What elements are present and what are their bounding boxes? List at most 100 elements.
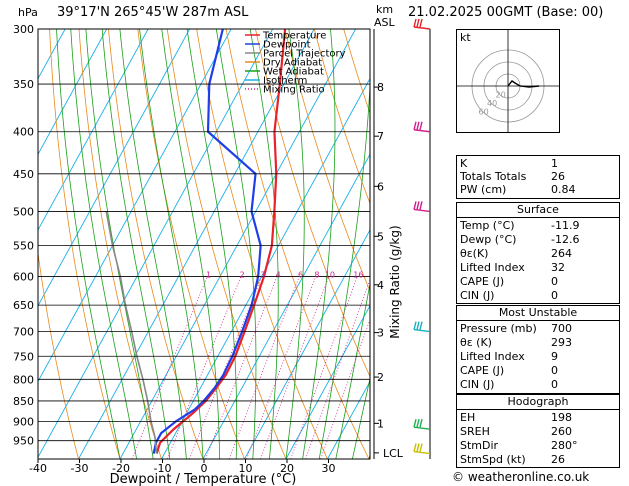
pressure-tick-label: 950 [13,435,34,448]
surface-row: Dewp (°C) -12.6 [460,233,580,246]
hodograph-table-row: StmDir 280° [460,439,578,452]
legend-entry: Dry Adiabat [263,58,322,69]
hodograph-table-box: Hodograph EH 198 SREH 260 StmDir 280° StmSp… [456,394,620,468]
km-tick-label: 6 [377,180,384,193]
wind-barb-500-flag [419,201,423,210]
x-tick-label: -10 [154,462,172,475]
wind-barb-700-flag [413,321,417,330]
wind-barb-surface [413,443,431,455]
wind-barb-920-shaft [413,426,431,430]
wind-barb-300-shaft [413,26,431,30]
isotherm-line [202,153,370,459]
x-tick-label: -30 [71,462,89,475]
surface-row: θε(K) 264 [460,247,572,260]
legend-entry: Isotherm [263,76,307,87]
most-unstable-row: CAPE (J) 0 [460,364,558,377]
wind-barb-500-flag [413,201,417,210]
most-unstable-row: Lifted Index 9 [460,350,558,363]
dry-adiabat-line [284,29,370,292]
wind-barb-surface-flag [416,443,420,452]
wind-barb-300 [413,18,431,30]
x-tick-label: 10 [239,462,253,475]
x-tick-label: -40 [29,462,47,475]
mixing-ratio-line [205,276,278,459]
pressure-tick-label: 750 [13,350,34,363]
km-tick-label: 2 [377,371,384,384]
wind-barb-700-flag [419,321,423,330]
hodograph-panel: kt 20 40 60 [456,29,560,133]
isotherm-line [38,29,274,459]
x-tick-label: 20 [280,462,294,475]
pressure-unit-label: hPa [18,6,38,19]
hodograph-ring-label: 20 [496,90,506,99]
wind-barb-500-flag [416,201,420,210]
wind-barb-surface-shaft [413,450,431,455]
hodograph-ring-label: 40 [487,99,497,108]
pressure-tick-label: 450 [13,168,34,181]
isotherm-line [285,304,370,459]
surface-title: Surface [457,203,619,218]
km-unit-label: km [376,3,394,16]
wind-barb-920-flag [416,419,420,428]
location-title: 39°17'N 265°45'W 287m ASL [57,5,249,20]
pressure-tick-label: 800 [13,373,34,386]
legend-entry: Mixing Ratio [263,85,325,96]
hodograph-table-row: StmSpd (kt) 26 [460,453,565,466]
wind-barb-400-shaft [413,129,431,133]
isotherm-line [38,29,108,156]
wind-barb-700-shaft [413,328,431,333]
hodograph-ring-label: 60 [479,107,489,116]
km-tick-label: 5 [377,230,384,243]
mixing-ratio-label: 2 [240,271,245,280]
hodograph-trace [507,80,540,88]
pressure-tick-label: 650 [13,299,34,312]
km-tick-label: 7 [377,130,384,143]
wind-barb-400-flag [413,121,417,130]
x-tick-label: -20 [112,462,130,475]
surface-row: CIN (J) 0 [460,289,558,302]
pressure-tick-label: 600 [13,271,34,284]
isotherm-line [161,77,370,459]
wet-adiabat-line [352,376,370,459]
pressure-tick-label: 350 [13,78,34,91]
hodograph-table-row: EH 198 [460,411,572,424]
pressure-tick-label: 550 [13,239,34,252]
surface-box: Surface Temp (°C) -11.9 Dewp (°C) -12.6 θε… [456,202,620,304]
wind-barb-400 [413,121,431,133]
footer-credit[interactable]: © weatheronline.co.uk [452,470,590,484]
wind-barb-400-flag [419,121,423,130]
most-unstable-box: Most Unstable Pressure (mb) 700 θε (K) 293… [456,305,620,394]
mixing-ratio-line [167,276,242,459]
wind-barb-500 [413,201,431,213]
mixing-ratio-label: 6 [298,271,303,280]
wet-adiabat-line [70,29,137,459]
pressure-tick-label: 500 [13,205,34,218]
wind-barb-920-flag [419,419,423,428]
index-row: PW (cm) 0.84 [460,183,576,196]
wind-barb-300-flag [413,18,417,28]
pressure-tick-label: 300 [13,23,34,36]
mixing-ratio-label: 10 [325,271,335,280]
most-unstable-row: Pressure (mb) 700 [460,322,572,335]
mixing-ratio-line [246,276,317,459]
wind-barb-920 [413,419,431,430]
mixing-ratio-label: 3 [260,271,265,280]
mixing-ratio-label: 4 [276,271,281,280]
wind-barb-700-flag [416,321,420,330]
mixing-ratio-axis-label: Mixing Ratio (g/kg) [388,225,402,338]
mixing-ratio-line [320,318,370,459]
wet-adiabat-line [368,452,370,459]
km-tick-label: 1 [377,417,384,430]
wind-barb-300-flag [419,18,423,28]
wind-barb-700 [413,321,431,333]
pressure-tick-label: 850 [13,395,34,408]
legend-entry: Temperature [262,31,326,42]
surface-row: CAPE (J) 0 [460,275,558,288]
legend-entry: Parcel Trajectory [263,49,346,60]
wet-adiabat-line [56,29,121,459]
isotherm-line [327,380,370,459]
